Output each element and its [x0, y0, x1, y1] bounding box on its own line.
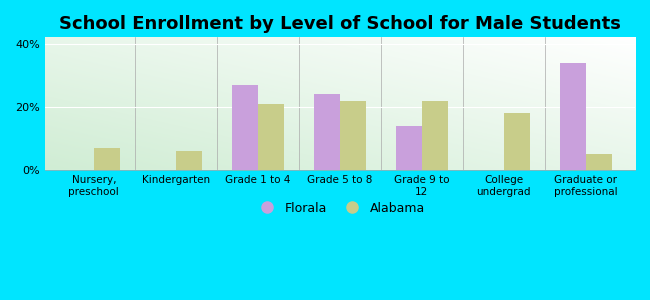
Legend: Florala, Alabama: Florala, Alabama — [250, 197, 430, 220]
Title: School Enrollment by Level of School for Male Students: School Enrollment by Level of School for… — [59, 15, 621, 33]
Bar — [586, 154, 612, 170]
Bar — [340, 100, 366, 170]
Bar — [176, 151, 202, 170]
Bar — [231, 85, 258, 170]
Bar — [313, 94, 340, 170]
Bar — [504, 113, 530, 170]
Bar — [560, 63, 586, 170]
Bar — [94, 148, 120, 170]
Bar — [258, 104, 284, 170]
Bar — [396, 126, 422, 170]
Bar — [422, 100, 448, 170]
